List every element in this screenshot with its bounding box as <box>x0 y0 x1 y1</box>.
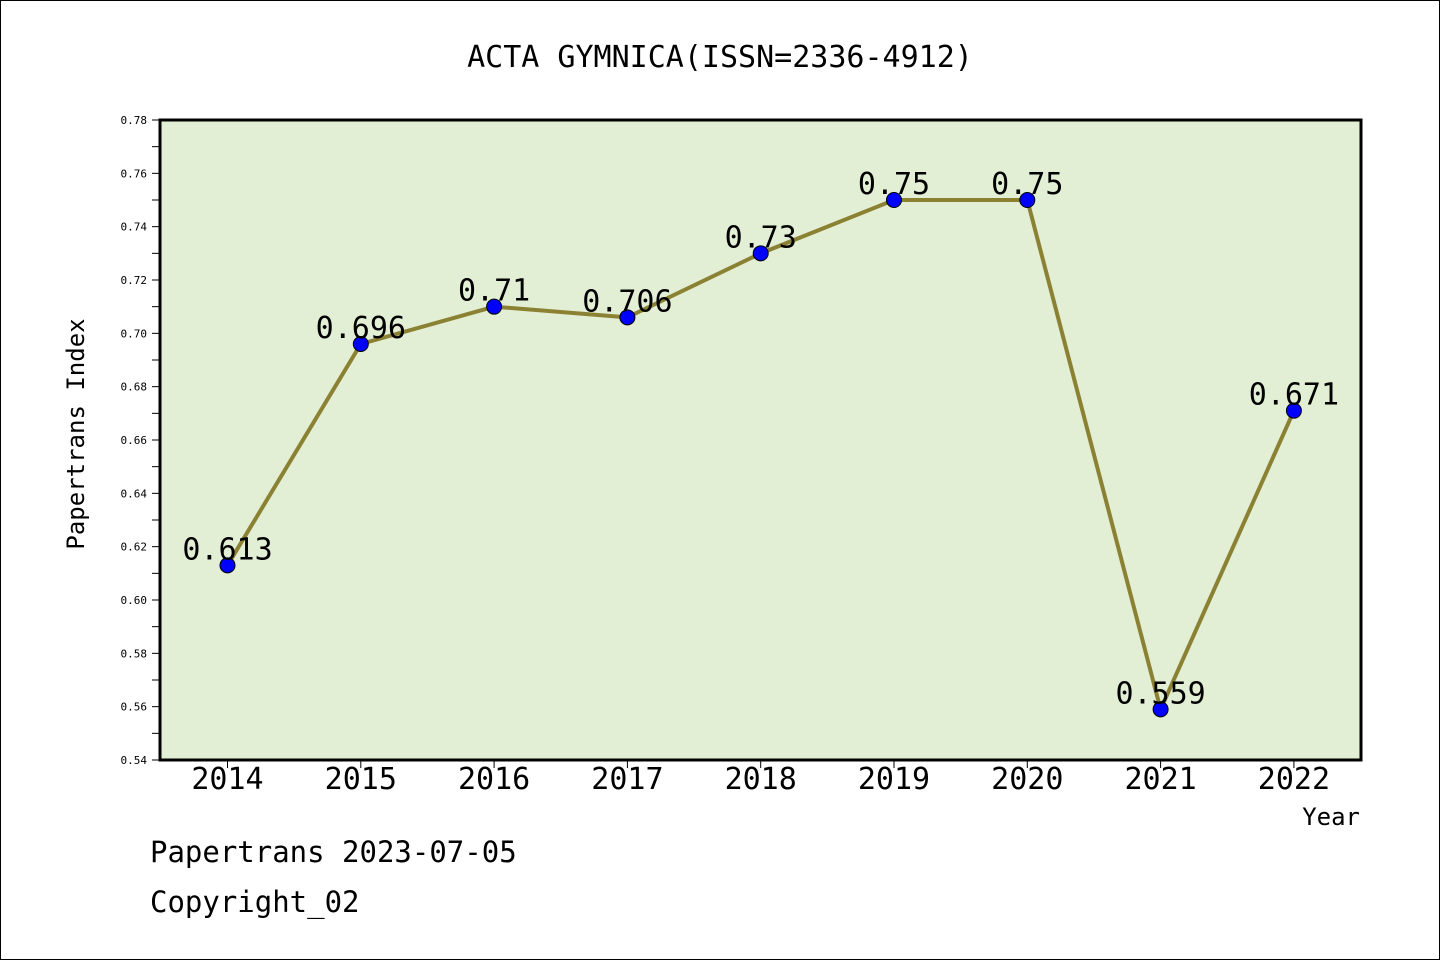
data-point <box>619 309 636 326</box>
data-label: 0.696 <box>316 311 406 346</box>
x-tick-label: 2021 <box>1124 762 1196 797</box>
data-point <box>1019 192 1036 208</box>
y-tick-label: 0.58 <box>121 647 148 660</box>
y-axis-label: Papertrans Index <box>62 318 90 549</box>
y-tick-label: 0.56 <box>121 701 148 714</box>
y-tick-label: 0.54 <box>121 754 148 767</box>
footer-date: Papertrans 2023-07-05 <box>150 835 517 869</box>
data-label: 0.75 <box>858 167 930 202</box>
data-point <box>1152 701 1169 718</box>
x-tick-label: 2018 <box>725 762 797 797</box>
y-tick-label: 0.70 <box>121 327 148 340</box>
data-point <box>219 557 236 574</box>
series-layer: 0.613 0.696 0.71 0.706 0.73 0.75 0.75 0.559 0.67… <box>182 167 1339 718</box>
y-tick-label: 0.64 <box>121 487 148 500</box>
data-label: 0.71 <box>458 274 530 309</box>
data-point <box>752 245 769 262</box>
y-axis: 0.54 0.56 0.58 0.60 0.62 0.64 0.66 0.68 0.70 0.72… <box>121 114 160 767</box>
x-axis: 2014 2015 2016 2017 2018 2019 2020 2021 2022 <box>191 760 1330 797</box>
footer-copyright: Copyright_02 <box>150 885 360 919</box>
data-point <box>352 336 369 352</box>
data-label: 0.671 <box>1249 378 1339 413</box>
y-tick-label: 0.78 <box>121 114 148 127</box>
data-label: 0.706 <box>582 284 672 319</box>
plot-area <box>160 120 1361 760</box>
x-tick-label: 2016 <box>458 762 530 797</box>
x-axis-label: Year <box>1302 803 1360 831</box>
y-tick-label: 0.62 <box>121 541 148 554</box>
x-tick-label: 2019 <box>858 762 930 797</box>
x-tick-label: 2020 <box>991 762 1063 797</box>
data-label: 0.73 <box>725 220 797 255</box>
y-tick-label: 0.74 <box>121 221 148 234</box>
data-label: 0.559 <box>1115 676 1205 711</box>
data-point <box>486 298 503 315</box>
y-tick-label: 0.60 <box>121 594 148 607</box>
data-point <box>886 192 902 208</box>
y-tick-label: 0.76 <box>121 167 148 180</box>
x-tick-label: 2022 <box>1258 762 1330 797</box>
plot-border <box>158 118 1363 762</box>
data-label: 0.613 <box>182 532 272 567</box>
x-tick-label: 2017 <box>591 762 663 797</box>
y-tick-label: 0.66 <box>121 434 148 447</box>
x-tick-label: 2015 <box>325 762 397 797</box>
data-point <box>1285 402 1302 419</box>
x-tick-label: 2014 <box>191 762 263 797</box>
chart-title: ACTA GYMNICA(ISSN=2336-4912) <box>467 40 973 75</box>
y-tick-label: 0.68 <box>121 381 148 394</box>
y-tick-label: 0.72 <box>121 274 148 287</box>
data-label: 0.75 <box>991 167 1063 202</box>
